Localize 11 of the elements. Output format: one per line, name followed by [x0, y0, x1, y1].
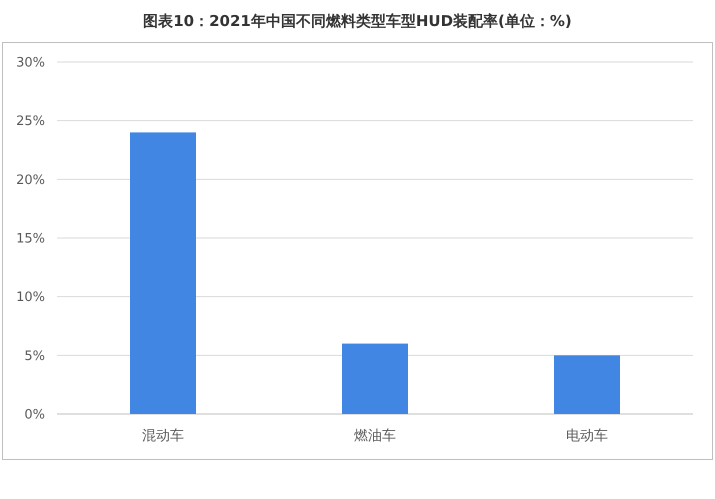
y-tick-label: 15% [16, 232, 45, 246]
y-tick-label: 25% [16, 114, 45, 130]
x-tick-label: 电动车 [566, 428, 608, 444]
y-tick-label: 30% [16, 56, 45, 70]
y-tick-label: 20% [16, 172, 45, 188]
title: 图表10：2021年中国不同燃料类型车型HUD装配率(单位：%) [143, 12, 572, 30]
x-tick-label: 燃油车 [354, 428, 396, 444]
y-tick-label: 0% [24, 408, 45, 422]
x-tick-label: 混动车 [142, 428, 184, 444]
y-tick-label: 5% [24, 348, 45, 364]
y-tick-label: 10% [16, 290, 45, 306]
